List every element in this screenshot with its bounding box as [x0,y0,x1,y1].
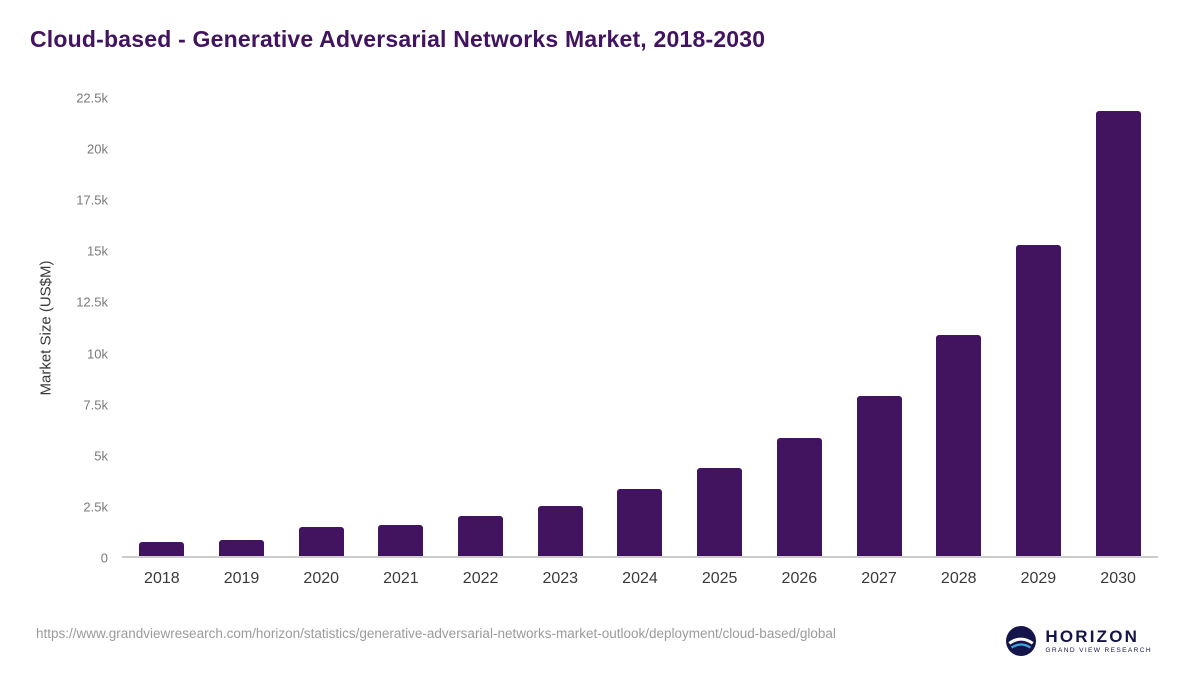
logo-name: HORIZON [1045,626,1140,646]
bar-slot-2018: 2018 [122,98,202,587]
x-tick-label-2019: 2019 [223,570,260,587]
y-tick-label-17.5k: 17.5k [76,192,108,208]
bar-2024 [617,488,663,556]
bar-slot-2029: 2029 [999,98,1079,587]
bar-2021 [378,524,424,556]
bar-2026 [776,437,822,556]
x-tick-label-2018: 2018 [144,570,180,587]
bar-slot-2030: 2030 [1078,98,1158,587]
y-tick-label-15k: 15k [87,243,108,259]
bar-slot-2028: 2028 [919,98,999,587]
bar-2018 [139,541,185,556]
y-tick-label-2.5k: 2.5k [83,499,108,515]
x-tick-label-2024: 2024 [622,570,658,587]
bar-2028 [936,334,982,556]
bar-slot-2026: 2026 [760,98,840,587]
bar-2029 [1015,244,1061,556]
logo-subtext: GRAND VIEW RESEARCH [1045,646,1152,654]
y-tick-label-10k: 10k [87,346,108,362]
x-tick-label-2030: 2030 [1100,570,1136,587]
bar-slot-2019: 2019 [202,98,282,587]
x-tick-label-2026: 2026 [781,570,818,587]
bar-slot-2027: 2027 [839,98,919,587]
x-tick-label-2021: 2021 [383,570,419,587]
bar-2027 [856,395,902,556]
bar-slot-2025: 2025 [680,98,760,587]
chart-title: Cloud-based - Generative Adversarial Net… [30,26,766,52]
bar-2019 [219,540,265,556]
y-tick-label-20k: 20k [87,141,108,157]
source-url: https://www.grandviewresearch.com/horizo… [36,626,836,641]
bar-slot-2021: 2021 [361,98,441,587]
x-tick-label-2022: 2022 [462,570,499,587]
horizon-logo: HORIZON GRAND VIEW RESEARCH [1006,626,1152,656]
bar-2020 [298,526,344,556]
bar-2023 [537,505,583,556]
bar-2030 [1095,110,1141,556]
y-axis-ticks: 0 2.5k 5k 7.5k 10k 12.5k 15k 17.5k 20k 22.5k [0,91,114,566]
x-tick-label-2027: 2027 [861,570,897,587]
x-tick-label-2020: 2020 [303,570,340,587]
bar-slot-2024: 2024 [600,98,680,587]
bar-slot-2022: 2022 [441,98,521,587]
bar-2022 [458,515,504,556]
y-tick-label-7.5k: 7.5k [83,397,108,413]
bar-slot-2020: 2020 [281,98,361,587]
y-tick-label-12.5k: 12.5k [76,294,108,310]
y-tick-label-22.5k: 22.5k [76,90,108,106]
bar-slot-2023: 2023 [520,98,600,587]
x-tick-label-2025: 2025 [701,570,738,587]
y-tick-label-5k: 5k [94,448,108,464]
bar-2025 [697,468,743,556]
x-tick-label-2028: 2028 [940,570,977,587]
horizon-logo-text: HORIZON GRAND VIEW RESEARCH [1045,628,1152,655]
plot-area: 2018 2019 2020 2021 2022 2023 2024 2025 2026 2027… [122,98,1158,587]
horizon-logo-icon [1006,626,1037,656]
y-tick-label-0: 0 [100,550,108,566]
x-tick-label-2029: 2029 [1020,570,1057,587]
x-tick-label-2023: 2023 [542,570,579,587]
